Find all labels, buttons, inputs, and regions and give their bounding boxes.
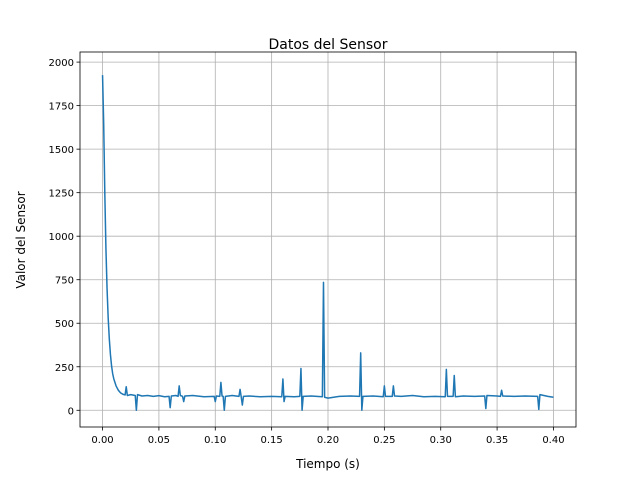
- x-tick-label: 0.25: [373, 435, 395, 446]
- chart-title: Datos del Sensor: [269, 37, 388, 53]
- x-tick-label: 0.10: [204, 435, 226, 446]
- y-tick-label: 2000: [49, 58, 74, 69]
- x-tick-label: 0.15: [261, 435, 283, 446]
- x-axis-label: Tiempo (s): [295, 457, 360, 471]
- y-tick-label: 250: [55, 363, 74, 374]
- y-tick-label: 1500: [49, 145, 74, 156]
- x-tick-label: 0.35: [486, 435, 508, 446]
- axes-frame: [79, 51, 577, 428]
- y-tick-label: 1000: [49, 232, 74, 243]
- y-tick-label: 1750: [49, 102, 74, 113]
- x-tick-label: 0.00: [91, 435, 113, 446]
- x-tick-label: 0.40: [542, 435, 564, 446]
- y-tick-label: 500: [55, 319, 74, 330]
- data-line: [101, 75, 554, 412]
- x-tick-label: 0.30: [430, 435, 452, 446]
- y-axis-label: Valor del Sensor: [14, 191, 28, 288]
- y-tick-label: 0: [68, 406, 74, 417]
- y-tick-label: 750: [55, 276, 74, 287]
- x-tick-label: 0.05: [148, 435, 170, 446]
- y-tick-label: 1250: [49, 189, 74, 200]
- x-tick-label: 0.20: [317, 435, 339, 446]
